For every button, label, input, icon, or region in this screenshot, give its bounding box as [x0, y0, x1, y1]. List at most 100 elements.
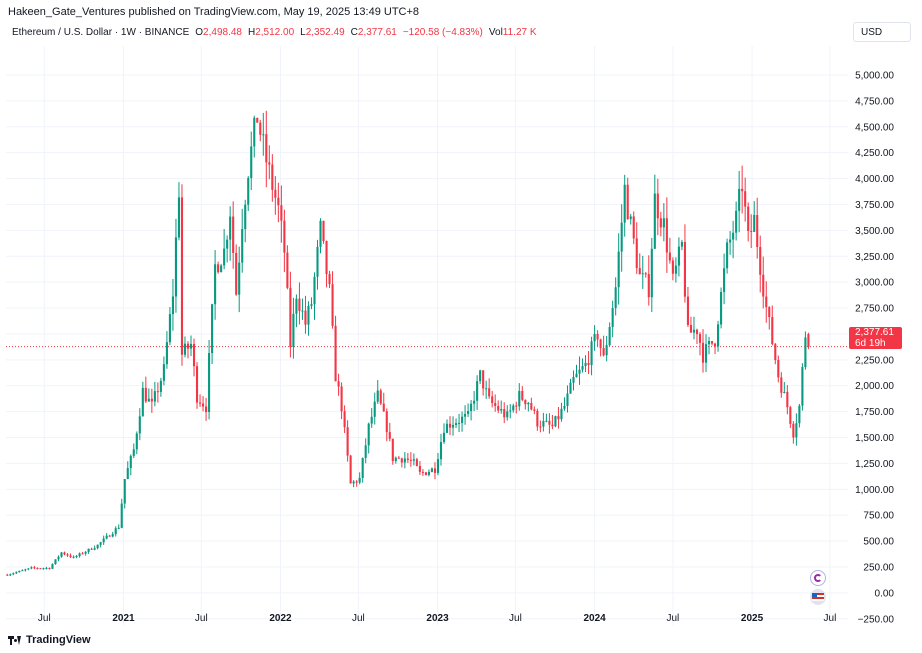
bar-countdown: 6d 19h [855, 338, 886, 349]
us-flag-icon[interactable] [810, 589, 826, 605]
candle-body [376, 390, 379, 402]
candle-body [259, 122, 262, 135]
candle-body [304, 310, 307, 325]
candle-body [677, 246, 680, 266]
candle-body [358, 477, 361, 483]
y-tick-label: 4,250.00 [855, 148, 894, 159]
candle-body [364, 445, 367, 458]
candle-body [710, 341, 714, 344]
candle-body [436, 459, 440, 473]
candle-body [605, 345, 608, 356]
candle-body [343, 411, 346, 428]
candle-body [418, 465, 421, 472]
candle-body [45, 567, 48, 569]
close-value: 2,377.61 [357, 27, 397, 38]
candle-body [382, 403, 385, 412]
x-axis: Jul 2021 Jul 2022 Jul 2023 Jul 2024 Jul 2025 Jul [38, 613, 836, 624]
candle-body [385, 411, 388, 433]
candle-body [391, 438, 394, 462]
candle-body [171, 296, 174, 315]
candle-body [153, 391, 156, 402]
x-tick-label: Jul [509, 613, 522, 624]
candle-body [21, 570, 24, 572]
candle-body [572, 377, 575, 383]
candle-body [433, 468, 437, 473]
candle-body [174, 237, 178, 297]
candle-body [424, 472, 427, 475]
candle-body [500, 409, 503, 411]
y-tick-label: 1,250.00 [855, 459, 894, 470]
low-value: 2,352.49 [305, 27, 345, 38]
candle-body [33, 567, 36, 569]
candle-body [464, 413, 467, 417]
candle-body [587, 362, 590, 366]
candle-body [632, 216, 635, 239]
candle-body [313, 276, 316, 305]
candle-body [488, 388, 491, 397]
candle-body [223, 248, 226, 266]
candle-body [445, 423, 449, 433]
candle-body [798, 405, 801, 424]
symbol-label[interactable]: Ethereum / U.S. Dollar · 1W · BINANCE [12, 27, 190, 38]
candle-body [400, 458, 403, 463]
candle-body [409, 459, 412, 461]
candle-body [241, 229, 244, 263]
candle-body [63, 552, 66, 555]
candle-body [352, 481, 355, 484]
candle-body [707, 341, 711, 345]
candle-body [473, 400, 476, 404]
candle-body [60, 552, 63, 557]
candle-body [686, 296, 690, 325]
candle-body [129, 455, 132, 469]
candle-body [346, 427, 349, 456]
candle-body [780, 377, 783, 393]
candle-body [286, 252, 289, 288]
candle-body [24, 569, 27, 571]
candle-body [220, 265, 223, 273]
y-tick-label: 3,000.00 [855, 278, 894, 289]
x-tick-label: Jul [824, 613, 837, 624]
candle-body [108, 535, 111, 537]
y-tick-label: 750.00 [863, 511, 894, 522]
candle-body [117, 527, 120, 529]
candle-body [575, 373, 578, 378]
candle-body [183, 343, 187, 355]
y-tick-label: 1,500.00 [855, 433, 894, 444]
candle-body [527, 402, 530, 405]
candle-body [786, 391, 789, 408]
candle-body [126, 468, 129, 480]
candle-body [421, 471, 424, 473]
candle-body [638, 268, 641, 275]
candle-body [81, 553, 84, 555]
candle-body [150, 398, 153, 402]
candle-body [533, 409, 536, 411]
candle-body [30, 567, 33, 569]
candle-body [650, 248, 653, 298]
candle-body [726, 242, 729, 269]
y-tick-label: 2,250.00 [855, 355, 894, 366]
candle-body [629, 216, 632, 220]
volume-value: 11.27 K [502, 27, 537, 38]
candle-body [388, 432, 391, 439]
candle-body [620, 222, 623, 252]
currency-button[interactable]: USD [853, 22, 911, 42]
publish-line: Hakeen_Gate_Ventures published on Tradin… [8, 6, 420, 18]
candle-body [503, 409, 506, 418]
candle-body [741, 188, 744, 192]
candle-body [274, 189, 277, 198]
candle-body [470, 403, 473, 412]
y-tick-label: 3,750.00 [855, 200, 894, 211]
candle-body [298, 298, 301, 311]
candle-body [177, 197, 181, 238]
candle-body [280, 205, 283, 221]
candle-body [69, 555, 72, 558]
replay-icon[interactable] [810, 570, 826, 586]
candle-body [765, 296, 768, 308]
change-value: −120.58 (−4.83%) [402, 27, 483, 38]
candle-body [692, 329, 696, 333]
candle-body [195, 366, 199, 403]
candle-body [756, 215, 759, 248]
candle-body [331, 284, 334, 326]
candle-body [476, 381, 479, 401]
